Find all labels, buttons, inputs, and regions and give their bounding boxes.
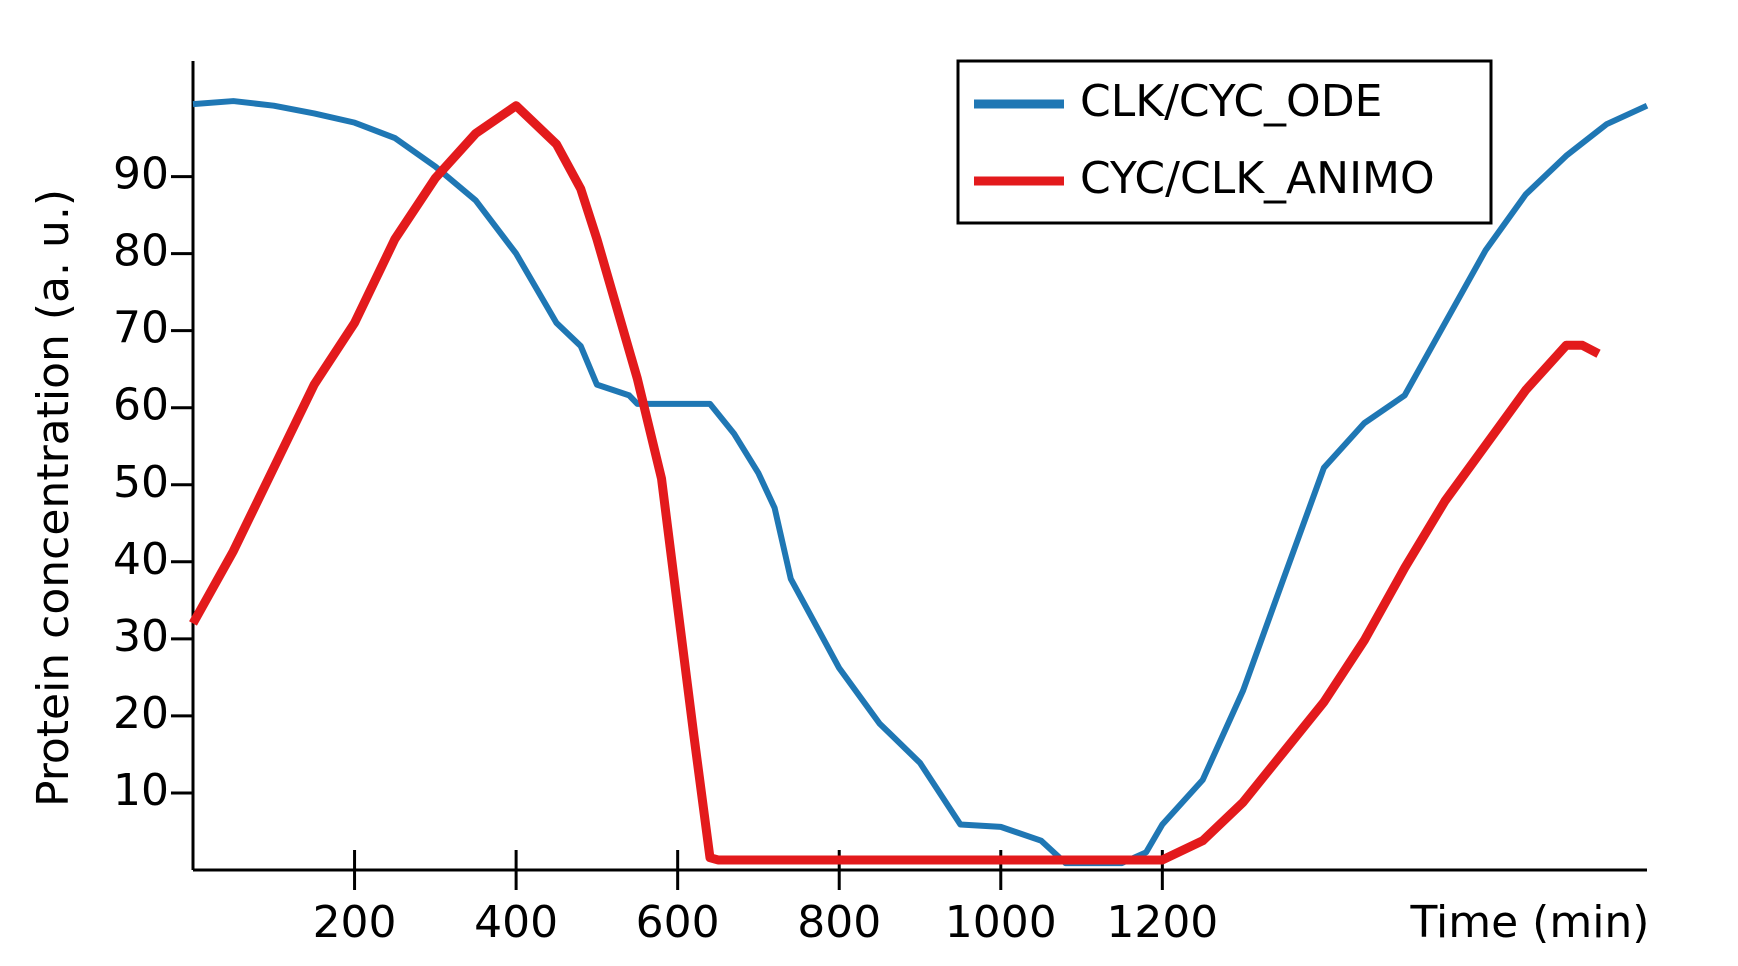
y-tick-label: 30 — [113, 611, 169, 662]
data-line — [192, 98, 1649, 867]
data-line — [189, 101, 1601, 865]
y-tick-label: 90 — [113, 149, 169, 200]
y-tick-label: 40 — [113, 534, 169, 585]
y-tick-label: 10 — [113, 765, 169, 816]
legend-label: CLK/CYC_ODE — [1080, 76, 1382, 127]
y-tick-label: 70 — [113, 303, 169, 354]
x-tick-label: 600 — [636, 897, 720, 948]
y-axis-label: Protein concentration (a. u.) — [28, 189, 79, 807]
x-tick-label: 1000 — [945, 897, 1057, 948]
y-tick-label: 50 — [113, 457, 169, 508]
x-tick-label: 1200 — [1106, 897, 1218, 948]
y-tick-label: 80 — [113, 226, 169, 277]
y-tick-label: 60 — [113, 380, 169, 431]
x-tick-label: 200 — [313, 897, 397, 948]
x-axis-label: Time (min) — [1410, 897, 1650, 948]
legend-box — [956, 59, 1493, 225]
x-tick-label: 800 — [797, 897, 881, 948]
y-tick-label: 20 — [113, 688, 169, 739]
legend-label: CYC/CLK_ANIMO — [1080, 153, 1435, 204]
x-tick-label: 400 — [474, 897, 558, 948]
